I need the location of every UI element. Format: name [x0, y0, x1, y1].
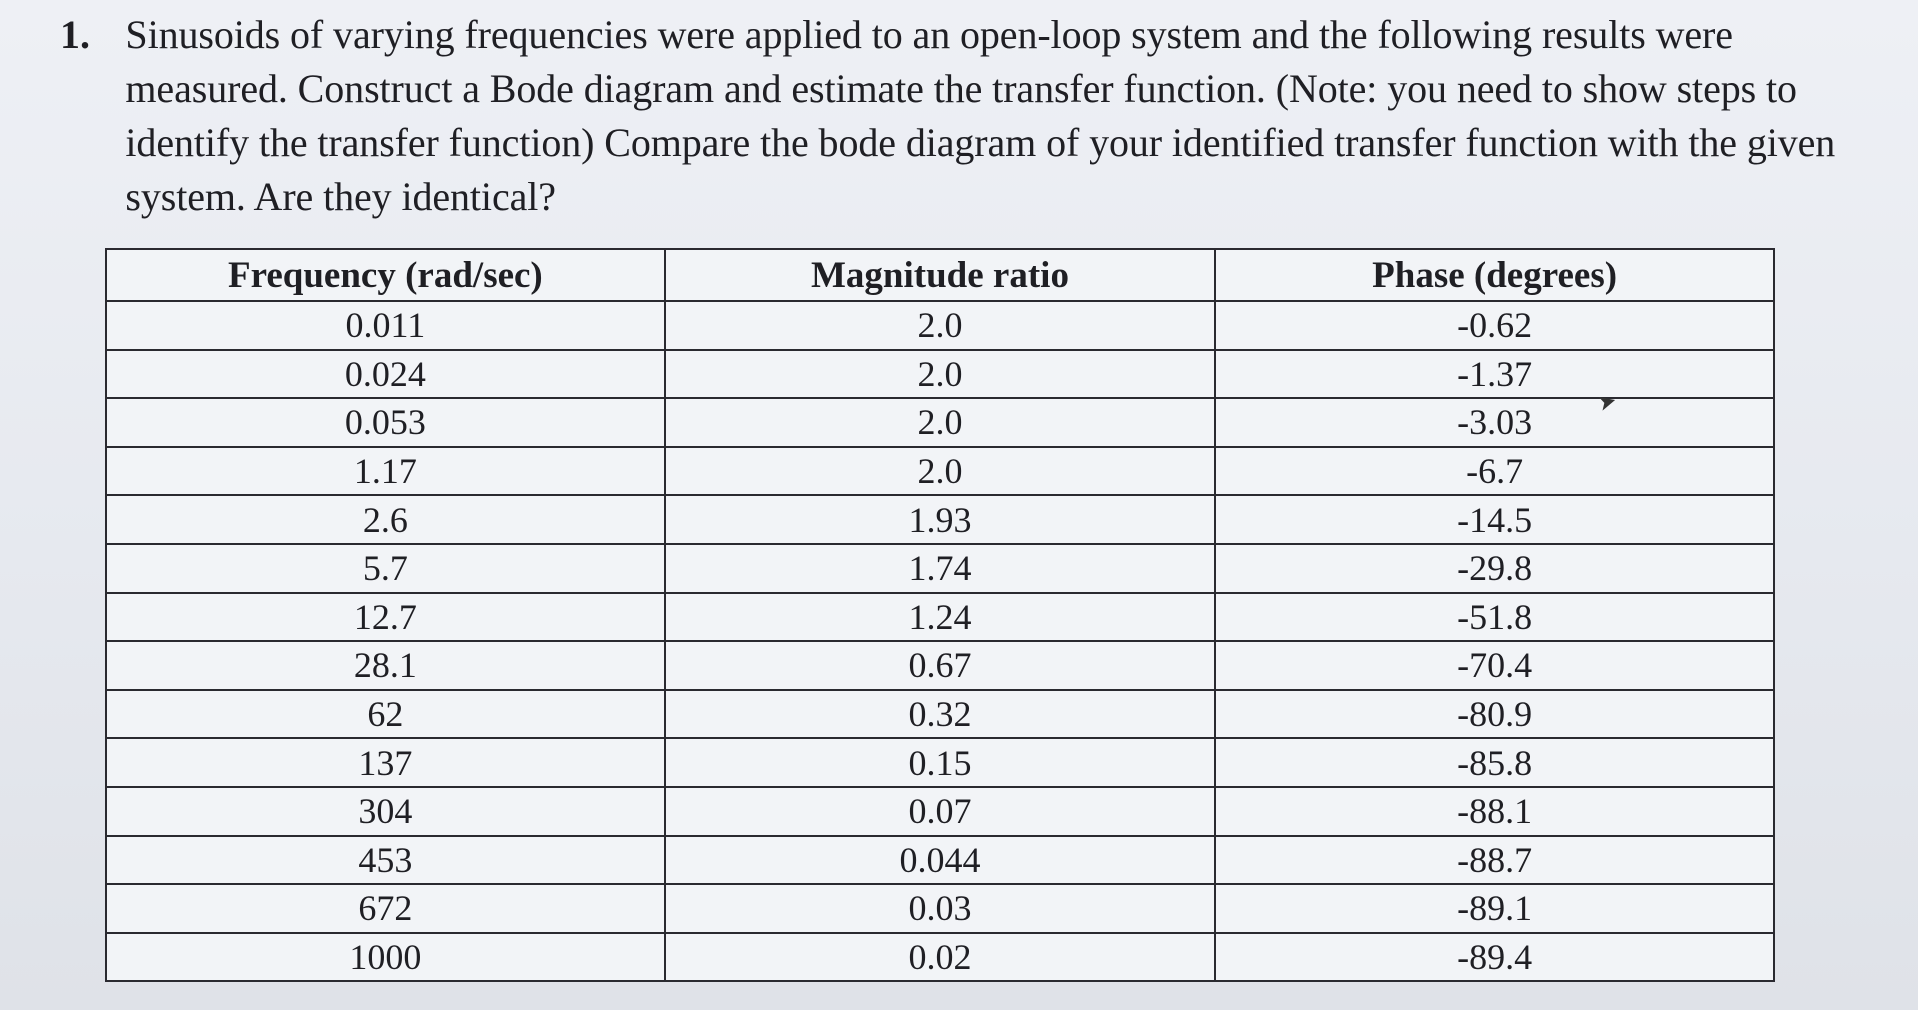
table-row: 2.6 1.93 -14.5 [105, 494, 1775, 545]
frequency-cell: 5.7 [105, 542, 666, 594]
phase-cell: -70.4 [1214, 640, 1775, 691]
frequency-cell: 453 [105, 834, 666, 886]
phase-cell: -85.8 [1214, 737, 1775, 788]
magnitude-cell: 1.93 [663, 494, 1217, 545]
phase-cell: -89.1 [1214, 883, 1775, 934]
table-row: 12.7 1.24 -51.8 [105, 591, 1775, 643]
phase-cell: -89.4 [1214, 931, 1775, 983]
table-row: 453 0.044 -88.7 [105, 834, 1775, 886]
table-row: 672 0.03 -89.1 [105, 883, 1775, 934]
phase-cell: -3.03 [1214, 397, 1775, 448]
magnitude-cell: 2.0 [663, 348, 1217, 400]
magnitude-cell: 1.24 [663, 591, 1217, 643]
table-row: 1.17 2.0 -6.7 [105, 445, 1775, 497]
phase-cell: -88.1 [1214, 785, 1775, 837]
header-phase: Phase (degrees) [1214, 248, 1775, 302]
frequency-cell: 672 [105, 883, 666, 934]
header-frequency: Frequency (rad/sec) [105, 248, 666, 302]
frequency-cell: 0.053 [105, 397, 666, 448]
phase-cell: -29.8 [1214, 542, 1775, 594]
table-header-row: Frequency (rad/sec) Magnitude ratio Phas… [105, 248, 1775, 302]
frequency-cell: 62 [105, 688, 666, 740]
magnitude-cell: 2.0 [663, 300, 1217, 351]
table-row: 28.1 0.67 -70.4 [105, 640, 1775, 691]
phase-cell: -80.9 [1214, 688, 1775, 740]
magnitude-cell: 0.044 [663, 834, 1217, 886]
magnitude-cell: 0.67 [663, 640, 1217, 691]
frequency-cell: 28.1 [105, 640, 666, 691]
header-magnitude: Magnitude ratio [663, 248, 1217, 302]
data-table-container: Frequency (rad/sec) Magnitude ratio Phas… [105, 248, 1775, 983]
table-row: 0.053 2.0 -3.03 [105, 397, 1775, 448]
phase-cell: -6.7 [1214, 445, 1775, 497]
frequency-cell: 12.7 [105, 591, 666, 643]
table-row: 0.011 2.0 -0.62 [105, 300, 1775, 351]
frequency-cell: 0.011 [105, 300, 666, 351]
table-row: 62 0.32 -80.9 [105, 688, 1775, 740]
frequency-cell: 1000 [105, 931, 666, 983]
magnitude-cell: 2.0 [663, 397, 1217, 448]
frequency-cell: 0.024 [105, 348, 666, 400]
phase-cell: -1.37 [1214, 348, 1775, 400]
question-number: 1. [60, 12, 90, 57]
magnitude-cell: 0.02 [663, 931, 1217, 983]
magnitude-cell: 0.32 [663, 688, 1217, 740]
table-row: 304 0.07 -88.1 [105, 785, 1775, 837]
question: 1. Sinusoids of varying frequencies were… [60, 8, 1860, 224]
phase-cell: -51.8 [1214, 591, 1775, 643]
phase-cell: -88.7 [1214, 834, 1775, 886]
magnitude-cell: 0.15 [663, 737, 1217, 788]
phase-cell: -14.5 [1214, 494, 1775, 545]
table-row: 0.024 2.0 -1.37 [105, 348, 1775, 400]
frequency-cell: 137 [105, 737, 666, 788]
frequency-cell: 304 [105, 785, 666, 837]
table-row: 5.7 1.74 -29.8 [105, 542, 1775, 594]
magnitude-cell: 0.03 [663, 883, 1217, 934]
table-row: 137 0.15 -85.8 [105, 737, 1775, 788]
magnitude-cell: 2.0 [663, 445, 1217, 497]
frequency-cell: 2.6 [105, 494, 666, 545]
magnitude-cell: 0.07 [663, 785, 1217, 837]
frequency-cell: 1.17 [105, 445, 666, 497]
table-body: 0.011 2.0 -0.62 0.024 2.0 -1.37 0.053 2.0 -3.03 1… [105, 300, 1775, 983]
frequency-response-table: Frequency (rad/sec) Magnitude ratio Phas… [105, 248, 1775, 983]
table-row: 1000 0.02 -89.4 [105, 931, 1775, 983]
question-text: Sinusoids of varying frequencies were ap… [125, 12, 1836, 219]
phase-cell: -0.62 [1214, 300, 1775, 351]
magnitude-cell: 1.74 [663, 542, 1217, 594]
